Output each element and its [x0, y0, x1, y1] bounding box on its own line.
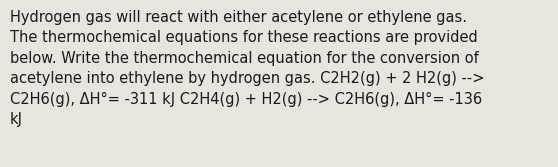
Text: Hydrogen gas will react with either acetylene or ethylene gas.
The thermochemica: Hydrogen gas will react with either acet…: [10, 10, 484, 127]
